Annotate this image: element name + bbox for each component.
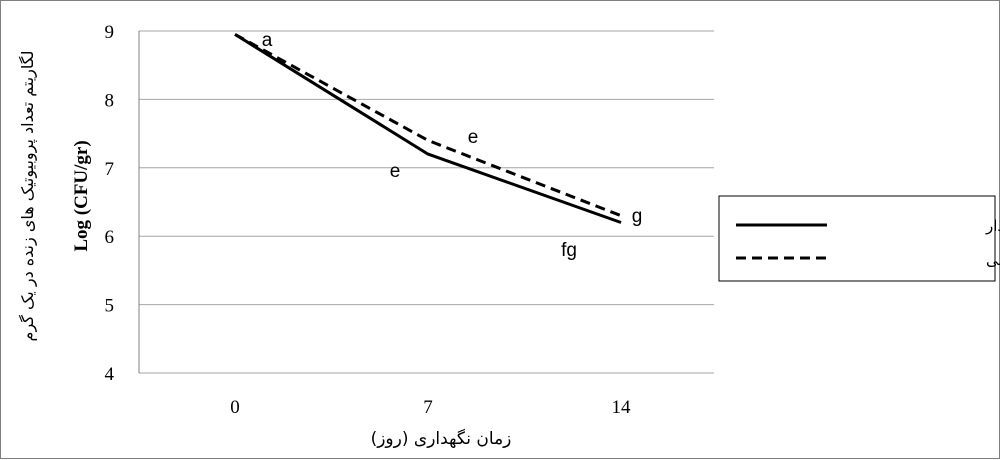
- legend-label-1: بسته بندی پرشش دار: [985, 217, 1000, 236]
- x-tick-label-14: 14: [612, 397, 632, 418]
- series-line-2: [234, 33, 622, 218]
- legend: بسته بندی پرشش دار بسته بندی معمولی: [718, 195, 1000, 282]
- x-tick-label-0: 0: [230, 397, 240, 418]
- legend-box: [718, 195, 996, 282]
- data-label-1: a: [262, 30, 273, 51]
- x-axis-title: زمان نگهداری (روز): [371, 428, 512, 449]
- y-tick-label-7: 7: [105, 159, 115, 180]
- y-tick-label-9: 9: [105, 22, 115, 43]
- x-tick-labels: 0 7 14: [230, 397, 631, 418]
- y-tick-label-8: 8: [105, 90, 115, 111]
- series-line-1: [234, 33, 622, 224]
- grid-lines: [139, 30, 714, 374]
- data-label-3: fg: [561, 240, 577, 261]
- y-tick-label-5: 5: [105, 296, 115, 317]
- y-tick-labels: 4 5 6 7 8 9: [105, 22, 115, 385]
- y-axis-title: لگاریتم تعداد پروبیوتیک های زنده در یک گ…: [18, 51, 38, 342]
- y-axis-unit-label: Log (CFU/gr): [71, 140, 92, 251]
- y-axis-unit: Log (CFU/gr): [71, 140, 92, 251]
- x-tick-label-7: 7: [423, 397, 433, 418]
- y-tick-label-4: 4: [105, 364, 115, 385]
- series-lines: [234, 33, 622, 224]
- data-label-5: g: [632, 206, 643, 227]
- y-axis-title-main: لگاریتم تعداد پروبیوتیک های زنده در یک گ…: [18, 51, 38, 342]
- data-label-4: e: [468, 127, 479, 148]
- data-label-2: e: [390, 161, 401, 182]
- legend-label-2: بسته بندی معمولی: [986, 251, 1000, 269]
- data-labels: a e fg e g: [262, 30, 643, 261]
- y-tick-label-6: 6: [105, 227, 115, 248]
